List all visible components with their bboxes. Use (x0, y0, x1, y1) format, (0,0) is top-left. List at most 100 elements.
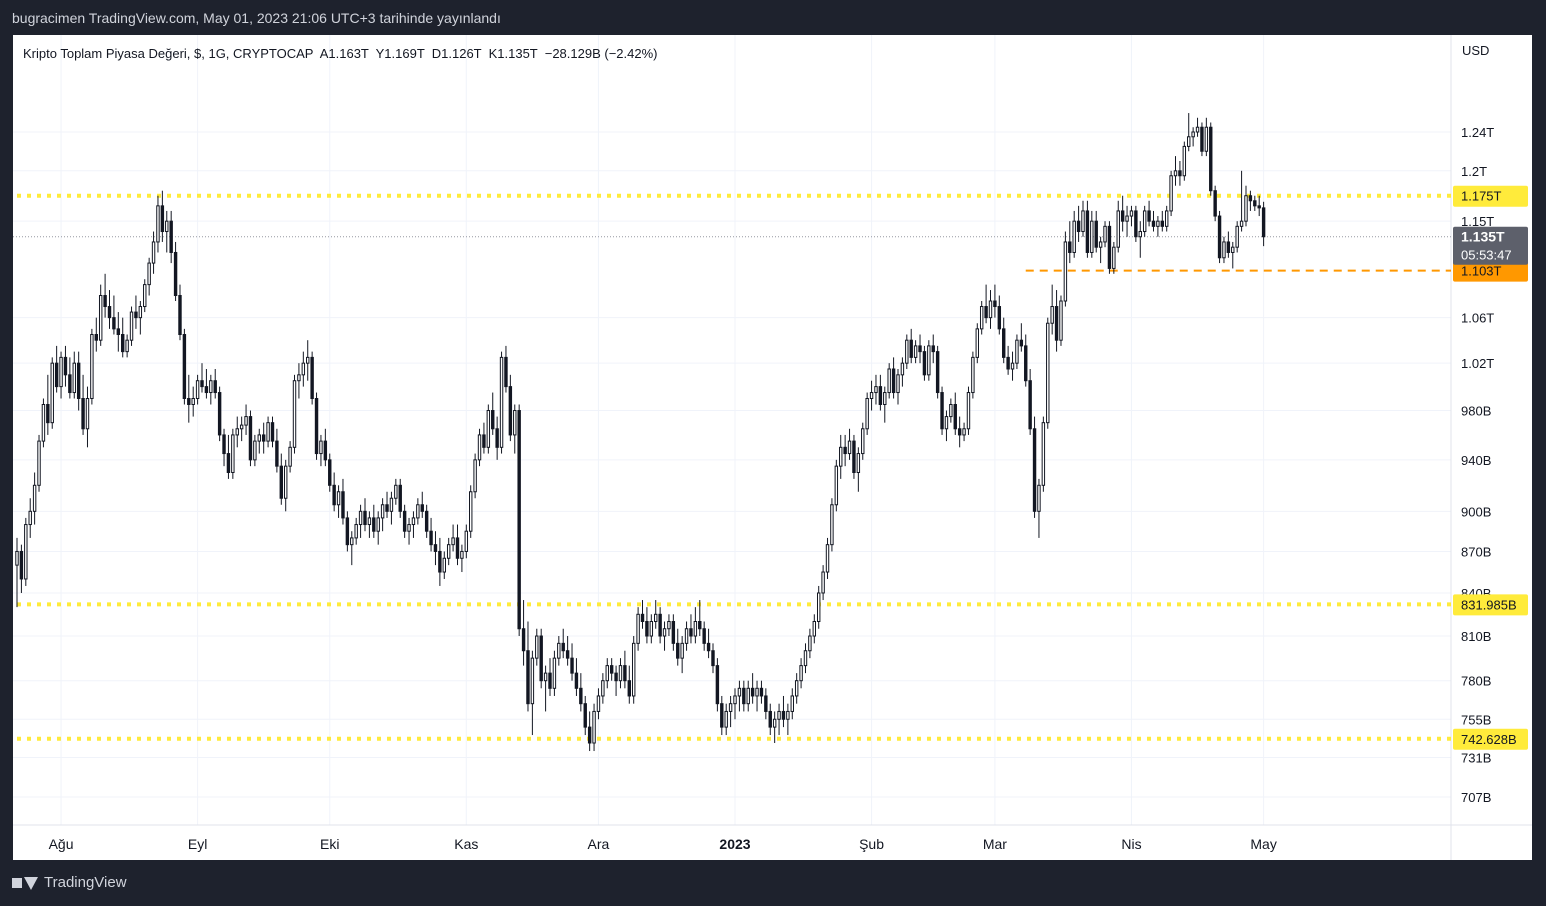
candle (1116, 200, 1120, 253)
y-tick-label: 980B (1461, 404, 1491, 419)
candle (314, 392, 319, 460)
currency-label: USD (1462, 43, 1489, 58)
candle-body (843, 446, 847, 455)
candle-body (24, 524, 28, 580)
candle-body (1015, 339, 1019, 364)
candle (336, 485, 341, 518)
candle-body (165, 220, 169, 233)
candle-body (667, 621, 671, 630)
candle (768, 703, 772, 736)
candle-body (266, 422, 270, 442)
candle-body (495, 428, 499, 448)
x-tick-label: Eyl (188, 836, 207, 852)
candle-body (482, 434, 486, 448)
candle (420, 491, 424, 518)
footer-brand[interactable]: TradingView (12, 874, 127, 891)
y-tick-label: 870B (1461, 544, 1491, 559)
candle-body (781, 710, 786, 720)
candle-body (1257, 205, 1261, 209)
candle-body (1134, 210, 1138, 238)
candle (1178, 160, 1182, 186)
last-price-label-bg (1453, 226, 1528, 265)
candle (292, 374, 297, 454)
candle (1076, 205, 1081, 242)
candle-body (336, 491, 341, 506)
candle-body (887, 368, 891, 394)
candle-body (579, 687, 583, 705)
candle (605, 658, 609, 689)
chart-panel[interactable]: 1.24T 1.2T 1.15T 1.06T 1.02T 980B 940B 900B 870B… (13, 35, 1532, 860)
candle (350, 531, 354, 566)
candle (1244, 185, 1248, 227)
candle-body (1178, 170, 1182, 177)
y-tick-label: 900B (1461, 504, 1491, 519)
candle (561, 628, 565, 659)
candle-body (618, 665, 623, 682)
candle (72, 351, 76, 399)
candle (839, 434, 843, 479)
candle-body (1209, 126, 1213, 192)
candle (728, 695, 733, 728)
candle (226, 434, 231, 479)
candle-body (455, 537, 460, 559)
candle (323, 428, 328, 467)
y-tick-label: 1.2T (1461, 164, 1487, 179)
footer-brand-label: TradingView (44, 874, 127, 891)
candle-body (698, 621, 702, 630)
candle-body (856, 453, 861, 474)
candle-body (235, 428, 239, 436)
tradingview-logo-icon (12, 876, 38, 890)
candle-body (151, 241, 156, 264)
candle-body (107, 306, 112, 319)
candle-body (1169, 175, 1173, 212)
candle-body (931, 345, 935, 353)
candle (570, 643, 574, 681)
candle (156, 195, 160, 253)
candle-body (720, 703, 724, 728)
candle (209, 374, 213, 405)
candle (41, 398, 46, 448)
candle-body (275, 440, 279, 467)
candle-body (200, 380, 204, 388)
candle-body (1081, 210, 1085, 233)
candle-body (1226, 241, 1231, 253)
candle-body (1244, 195, 1248, 222)
candle-body (861, 428, 865, 455)
candle (662, 621, 667, 651)
candle (1160, 210, 1165, 232)
y-tick-label: 780B (1461, 674, 1491, 689)
candle (160, 190, 165, 242)
candle (253, 434, 257, 467)
candle-body (940, 392, 944, 430)
candle (984, 284, 988, 324)
candle (579, 673, 583, 712)
candle (521, 600, 526, 666)
candle (301, 351, 306, 387)
candle-body (724, 710, 728, 728)
candle-body (94, 334, 99, 341)
candle (698, 600, 702, 637)
y-tick-label: 810B (1461, 629, 1491, 644)
candle-body (750, 687, 755, 697)
last-price-label: 1.135T 05:53:47 (1453, 226, 1528, 265)
candle-body (433, 544, 438, 552)
candle (1151, 210, 1156, 232)
candle (539, 628, 543, 689)
candle (759, 680, 764, 704)
candle-body (755, 687, 759, 697)
candle (59, 351, 63, 399)
candle-body (178, 295, 182, 336)
candle (499, 351, 504, 454)
candle (1107, 221, 1112, 274)
chart-legend: Kripto Toplam Piyasa Değeri, $, 1G, CRYP… (23, 46, 658, 61)
candle-body (411, 517, 416, 526)
y-tick-label: 1.02T (1461, 356, 1494, 371)
candle-body (662, 628, 667, 637)
candle (138, 301, 143, 335)
candle (380, 498, 385, 532)
candle-body (376, 517, 380, 532)
candle-body (1204, 126, 1209, 152)
candlestick-chart[interactable]: 1.24T 1.2T 1.15T 1.06T 1.02T 980B 940B 900B 870B… (13, 35, 1532, 860)
candle-body (1213, 190, 1217, 217)
candle-body (957, 428, 962, 436)
